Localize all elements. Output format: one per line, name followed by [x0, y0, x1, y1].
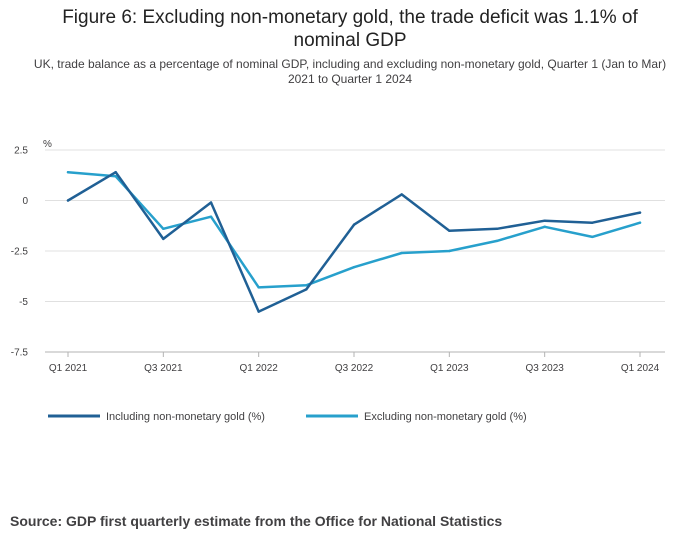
- data-point: [352, 223, 356, 226]
- data-point: [400, 251, 403, 255]
- legend: Including non-monetary gold (%) Excluding…: [48, 411, 527, 423]
- data-point: [448, 229, 451, 232]
- data-point: [66, 199, 70, 202]
- y-tick-label: -5: [19, 297, 28, 308]
- series-lines: [66, 170, 642, 313]
- x-tick-label: Q1 2024: [621, 363, 660, 374]
- data-point: [448, 249, 451, 253]
- y-tick-label: -2.5: [11, 247, 29, 258]
- data-point: [638, 221, 642, 224]
- x-tick-label: Q1 2021: [49, 363, 88, 374]
- data-point: [352, 265, 356, 269]
- data-point: [495, 227, 499, 230]
- data-point: [543, 225, 546, 228]
- y-tick-label: -7.5: [11, 348, 29, 359]
- x-tick-label: Q3 2023: [525, 363, 564, 374]
- data-point: [162, 237, 165, 241]
- data-point: [209, 215, 213, 218]
- series-line-excluding-gold: [66, 170, 642, 289]
- x-tick-label: Q1 2023: [430, 363, 469, 374]
- data-point: [591, 235, 594, 239]
- chart-title: Figure 6: Excluding non-monetary gold, t…: [62, 7, 638, 51]
- chart-subtitle: UK, trade balance as a percentage of nom…: [33, 57, 667, 86]
- y-axis-label: %: [43, 139, 52, 150]
- data-point: [114, 175, 117, 178]
- data-point: [162, 227, 165, 230]
- data-point: [638, 211, 642, 214]
- series-line-including-gold: [66, 170, 642, 313]
- x-tick-label: Q3 2022: [335, 363, 374, 374]
- y-tick-label: 0: [22, 196, 28, 207]
- y-tick-label: 2.5: [14, 146, 28, 157]
- gridlines: [45, 149, 665, 353]
- x-tick-label: Q1 2022: [239, 363, 278, 374]
- source-note: Source: GDP first quarterly estimate fro…: [10, 513, 503, 529]
- data-point: [400, 193, 403, 196]
- data-point: [305, 284, 308, 287]
- data-point: [257, 310, 260, 313]
- data-point: [209, 201, 213, 204]
- data-point: [66, 171, 70, 174]
- data-point: [591, 221, 594, 224]
- line-chart: 2.5 0 -2.5 -5 -7.5 % Q1 2021 Q3 2021 Q1 2022 Q3…: [11, 139, 665, 423]
- data-point: [495, 239, 499, 243]
- data-point: [543, 219, 546, 222]
- data-point: [257, 286, 260, 289]
- legend-label: Excluding non-monetary gold (%): [364, 411, 527, 423]
- legend-label: Including non-monetary gold (%): [106, 411, 265, 423]
- data-point: [305, 288, 308, 291]
- y-axis-ticks: 2.5 0 -2.5 -5 -7.5: [11, 146, 29, 359]
- data-point: [114, 171, 117, 174]
- x-tick-label: Q3 2021: [144, 363, 183, 374]
- x-axis: Q1 2021 Q3 2021 Q1 2022 Q3 2022 Q1 2023 Q3 20…: [49, 352, 660, 374]
